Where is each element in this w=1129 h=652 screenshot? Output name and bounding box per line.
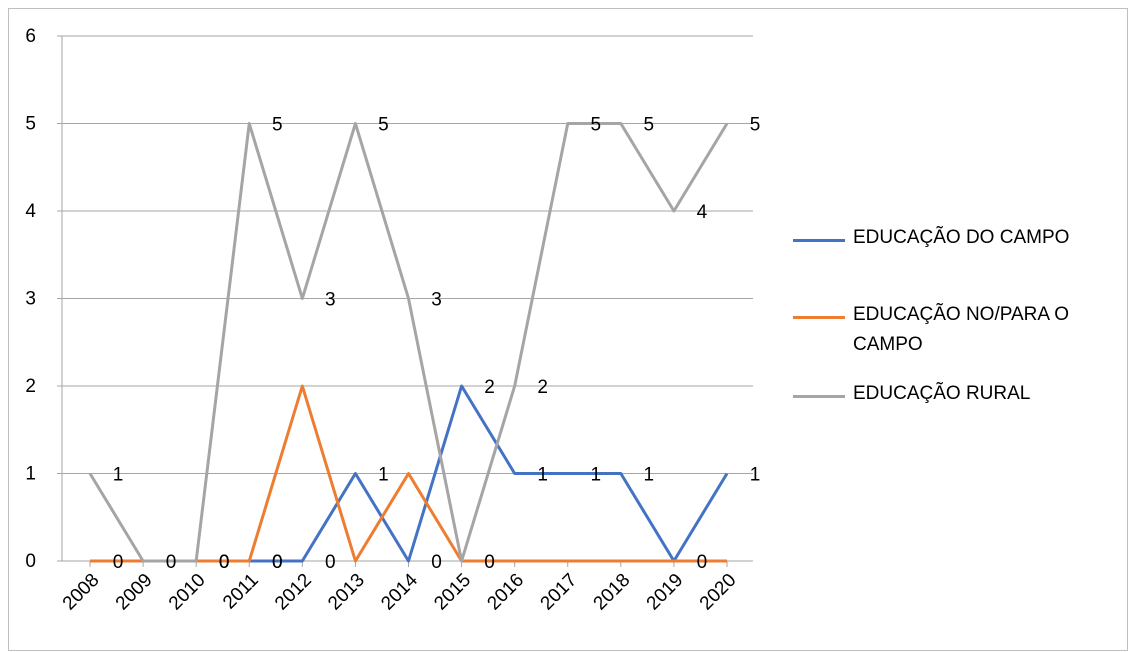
y-tick-label-0: 0 — [25, 551, 36, 572]
data-label-s2-2019: 4 — [697, 202, 708, 223]
data-label-s0-2020: 1 — [750, 465, 761, 486]
legend-label-educacao-do-campo: EDUCAÇÃO DO CAMPO — [853, 227, 1070, 248]
series-line-2 — [88, 122, 729, 563]
data-label-s0-2015: 2 — [484, 377, 495, 398]
y-tick-label-6: 6 — [25, 26, 36, 47]
data-label-s2-2012: 3 — [325, 290, 336, 311]
data-label-s1-2019: 0 — [697, 552, 708, 573]
legend-item-educacao-rural[interactable]: EDUCAÇÃO RURAL — [793, 379, 1093, 409]
data-label-s0-2011: 0 — [272, 552, 283, 573]
y-tick-label-5: 5 — [25, 114, 36, 135]
chart-frame — [8, 8, 1128, 651]
x-tick-label-2012: 2012 — [271, 570, 316, 615]
data-label-s1-2015: 0 — [484, 552, 495, 573]
data-label-s1-2010: 0 — [219, 552, 230, 573]
data-label-s0-2016: 1 — [537, 465, 548, 486]
data-label-s0-2013: 1 — [378, 465, 389, 486]
legend-swatch-educacao-rural — [793, 395, 845, 398]
data-label-s2-2017: 5 — [590, 115, 601, 136]
y-tick-label-4: 4 — [25, 201, 36, 222]
data-label-s1-2011: 0 — [272, 552, 283, 573]
y-tick-label-2: 2 — [25, 376, 36, 397]
x-tick-label-2019: 2019 — [643, 570, 688, 615]
data-label-s2-2013: 5 — [378, 115, 389, 136]
legend-label-educacao-no-para-o-campo: EDUCAÇÃO NO/PARA O CAMPO — [853, 304, 1070, 355]
data-label-s2-2008: 1 — [113, 465, 124, 486]
x-tick-label-2014: 2014 — [377, 569, 422, 614]
data-label-s0-2017: 1 — [590, 465, 601, 486]
data-label-s0-2014: 0 — [431, 552, 442, 573]
x-tick-label-2018: 2018 — [590, 570, 635, 615]
x-tick-label-2015: 2015 — [430, 570, 475, 615]
data-label-s0-2018: 1 — [644, 465, 655, 486]
x-tick-label-2016: 2016 — [483, 570, 528, 615]
legend-item-educacao-do-campo[interactable]: EDUCAÇÃO DO CAMPO — [793, 223, 1093, 253]
data-label-s1-2009: 0 — [166, 552, 177, 573]
x-tick-label-2010: 2010 — [165, 570, 210, 615]
series-lines — [88, 122, 729, 563]
legend-swatch-educacao-do-campo — [793, 239, 845, 242]
data-label-s1-2008: 0 — [113, 552, 124, 573]
legend-swatch-educacao-no-para-o-campo — [793, 316, 845, 319]
data-label-s0-2012: 0 — [325, 552, 336, 573]
gridlines — [62, 35, 753, 474]
data-label-s2-2020: 5 — [750, 115, 761, 136]
legend-item-educacao-no-para-o-campo[interactable]: EDUCAÇÃO NO/PARA O CAMPO — [793, 300, 1093, 360]
x-tick-label-2020: 2020 — [696, 570, 741, 615]
legend-label-educacao-rural: EDUCAÇÃO RURAL — [853, 383, 1031, 404]
x-tick-label-2017: 2017 — [537, 570, 582, 615]
y-tick-label-3: 3 — [25, 289, 36, 310]
x-tick-label-2013: 2013 — [324, 570, 369, 615]
data-label-s2-2016: 2 — [537, 377, 548, 398]
data-label-s2-2010: 0 — [219, 552, 230, 573]
x-tick-label-2011: 2011 — [219, 570, 263, 614]
y-tick-label-1: 1 — [25, 464, 36, 485]
data-label-s2-2018: 5 — [644, 115, 655, 136]
x-tick-label-2009: 2009 — [112, 570, 157, 615]
data-label-s2-2014: 3 — [431, 290, 442, 311]
x-tick-label-2008: 2008 — [59, 570, 104, 615]
data-label-s2-2011: 5 — [272, 115, 283, 136]
